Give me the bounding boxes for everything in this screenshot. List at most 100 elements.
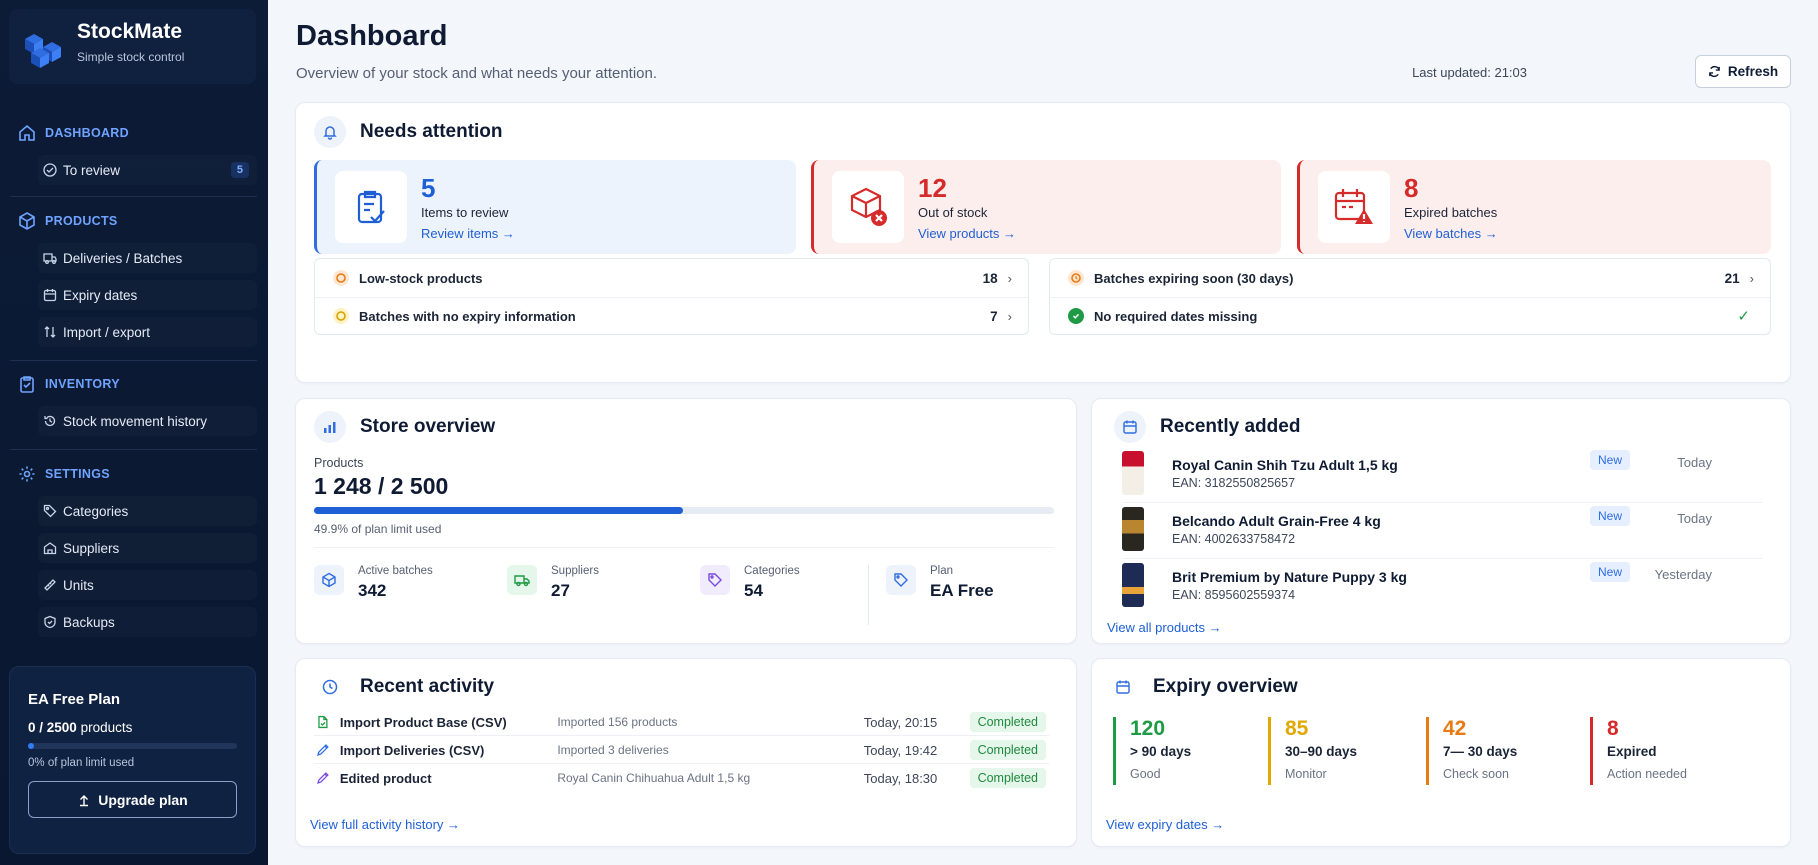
product-thumbnail <box>1122 563 1144 607</box>
recent-product-item[interactable]: Brit Premium by Nature Puppy 3 kg EAN: 85… <box>1122 557 1762 613</box>
activity-time: Today, 18:30 <box>863 770 938 786</box>
expiry-expired-segment[interactable]: 8 Expired Action needed <box>1590 717 1687 785</box>
added-date: Yesterday <box>1654 567 1712 582</box>
nav-section-label: DASHBOARD <box>45 126 129 140</box>
chevron-right-icon: › <box>1749 270 1754 286</box>
activity-time: Today, 20:15 <box>863 714 938 730</box>
recent-product-item[interactable]: Belcando Adult Grain-Free 4 kg EAN: 40026… <box>1122 501 1762 557</box>
expiry-range: 7— 30 days <box>1443 744 1518 759</box>
sidebar-item-units[interactable]: Units <box>38 570 257 600</box>
expiring-soon-row[interactable]: Batches expiring soon (30 days) 21 › <box>1050 259 1770 297</box>
expiry-check-soon-segment[interactable]: 42 7— 30 days Check soon <box>1426 717 1517 785</box>
activity-description: Royal Canin Chihuahua Adult 1,5 kg <box>557 771 751 785</box>
calendar-icon <box>1114 411 1146 443</box>
sidebar-item-backups[interactable]: Backups <box>38 607 257 637</box>
sidebar-item-expiry-dates[interactable]: Expiry dates <box>38 280 257 310</box>
home-icon <box>19 124 35 141</box>
plan-progress-fill <box>28 743 35 749</box>
brand-block[interactable]: StockMate Simple stock control <box>9 9 256 84</box>
nav-section-settings[interactable]: SETTINGS <box>18 465 110 483</box>
refresh-button[interactable]: Refresh <box>1695 55 1791 88</box>
stat-value: 27 <box>551 581 570 600</box>
tile-label: Expired batches <box>1404 204 1498 220</box>
expired-batches-tile[interactable]: 8 Expired batches View batches → <box>1297 160 1771 254</box>
view-batches-link[interactable]: View batches → <box>1404 225 1498 241</box>
sidebar-item-stock-history[interactable]: Stock movement history <box>38 406 257 436</box>
truck-icon <box>507 565 537 595</box>
clipboard-check-icon <box>335 171 407 243</box>
view-activity-history-link[interactable]: View full activity history → <box>310 817 461 832</box>
out-of-stock-tile[interactable]: 12 Out of stock View products → <box>811 160 1281 254</box>
refresh-icon <box>1709 66 1720 77</box>
refresh-label: Refresh <box>1727 64 1779 79</box>
info-dot-icon <box>333 308 349 324</box>
row-divider <box>314 763 1049 764</box>
sidebar-item-label: Expiry dates <box>63 287 138 303</box>
product-thumbnail <box>1122 451 1144 495</box>
needs-attention-card: Needs attention 5 Items to review Review… <box>295 102 1791 383</box>
tile-label: Items to review <box>421 204 509 220</box>
plan-count: 0 / 2500 products <box>28 720 237 735</box>
status-badge: Completed <box>969 712 1047 732</box>
review-items-link[interactable]: Review items → <box>421 225 515 241</box>
recently-added-header: Recently added <box>1114 411 1300 443</box>
activity-row[interactable]: Import Deliveries (CSV) Imported 3 deliv… <box>316 737 1047 763</box>
view-products-link[interactable]: View products → <box>918 225 1017 241</box>
upgrade-plan-button[interactable]: Upgrade plan <box>28 781 237 818</box>
bar-chart-icon <box>314 411 346 443</box>
row-label: Batches with no expiry information <box>359 308 576 324</box>
activity-description: Imported 156 products <box>557 715 678 729</box>
recently-added-card: Recently added Royal Canin Shih Tzu Adul… <box>1091 398 1791 644</box>
nav-section-dashboard[interactable]: DASHBOARD <box>18 124 129 142</box>
status-badge: Completed <box>969 740 1047 760</box>
expiry-value: 42 <box>1443 717 1467 740</box>
nav-section-products[interactable]: PRODUCTS <box>18 212 118 230</box>
activity-row[interactable]: Edited product Royal Canin Chihuahua Adu… <box>316 765 1047 791</box>
activity-time: Today, 19:42 <box>863 742 938 758</box>
products-usage-text: 49.9% of plan limit used <box>314 522 442 536</box>
low-stock-row[interactable]: Low-stock products 18 › <box>315 259 1028 297</box>
row-label: No required dates missing <box>1094 308 1258 324</box>
activity-name: Import Product Base (CSV) <box>339 714 507 730</box>
products-label: Products <box>314 456 364 470</box>
items-to-review-tile[interactable]: 5 Items to review Review items → <box>314 160 796 254</box>
sidebar-item-categories[interactable]: Categories <box>38 496 257 526</box>
truck-icon <box>43 253 57 264</box>
stat-categories: Categories 54 <box>700 565 800 601</box>
no-expiry-row[interactable]: Batches with no expiry information 7 › <box>315 297 1028 335</box>
activity-row[interactable]: Import Product Base (CSV) Imported 156 p… <box>316 709 1047 735</box>
stat-active-batches: Active batches 342 <box>314 565 433 601</box>
sidebar-item-deliveries[interactable]: Deliveries / Batches <box>38 243 257 273</box>
sidebar-item-to-review[interactable]: To review 5 <box>38 155 257 185</box>
product-name: Belcando Adult Grain-Free 4 kg <box>1172 512 1381 529</box>
box-x-icon <box>832 171 904 243</box>
expiry-status: Good <box>1130 767 1161 781</box>
view-expiry-dates-link[interactable]: View expiry dates → <box>1106 817 1225 832</box>
chevron-right-icon: › <box>1007 308 1012 324</box>
nav-section-label: SETTINGS <box>45 467 110 481</box>
sidebar-item-suppliers[interactable]: Suppliers <box>38 533 257 563</box>
expiry-good-segment[interactable]: 120 > 90 days Good <box>1113 717 1191 785</box>
needs-attention-header: Needs attention <box>314 116 503 148</box>
plan-count-unit: products <box>80 720 133 735</box>
product-thumbnail <box>1122 507 1144 551</box>
nav-section-inventory[interactable]: INVENTORY <box>18 375 120 393</box>
clipboard-icon <box>20 376 34 393</box>
row-divider <box>315 297 1028 298</box>
recent-product-item[interactable]: Royal Canin Shih Tzu Adult 1,5 kg EAN: 31… <box>1122 445 1762 501</box>
expiry-monitor-segment[interactable]: 85 30–90 days Monitor <box>1268 717 1357 785</box>
view-all-products-link[interactable]: View all products → <box>1107 620 1222 635</box>
sidebar-item-import-export[interactable]: Import / export <box>38 317 257 347</box>
product-name: Royal Canin Shih Tzu Adult 1,5 kg <box>1172 456 1398 473</box>
sidebar-divider <box>10 196 257 197</box>
pencil-icon <box>316 772 329 784</box>
products-value: 1 248 / 2 500 <box>314 473 449 499</box>
sidebar: StockMate Simple stock control DASHBOARD… <box>0 0 268 865</box>
pencil-icon <box>316 744 329 756</box>
tag-icon <box>700 565 730 595</box>
plan-count-value: 0 / 2500 <box>28 720 77 735</box>
tag-icon <box>886 565 916 595</box>
check-circle-icon <box>43 163 57 177</box>
plan-card: EA Free Plan 0 / 2500 products 0% of pla… <box>9 666 256 854</box>
plan-progress-bar <box>28 743 237 749</box>
